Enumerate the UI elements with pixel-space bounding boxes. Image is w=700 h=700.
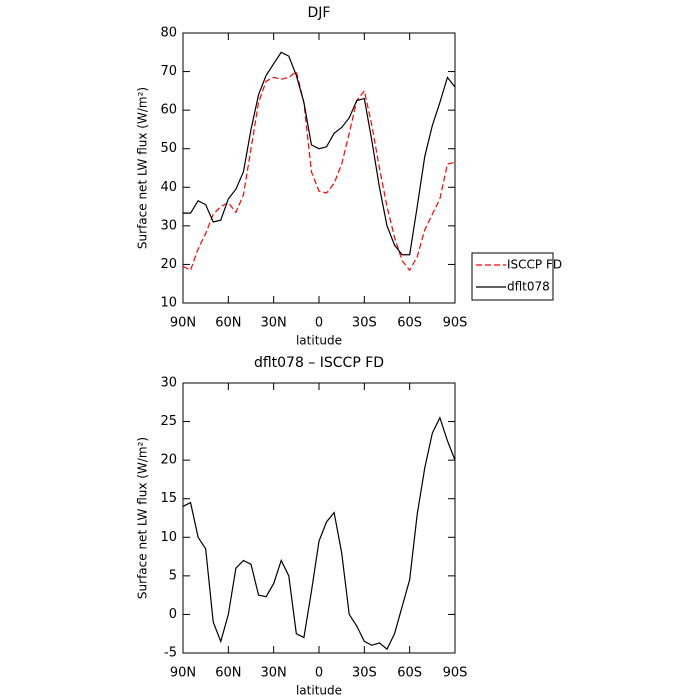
x-tick-label: 90N xyxy=(170,666,196,681)
x-tick-label: 90S xyxy=(443,666,468,681)
x-tick-label: 90N xyxy=(170,316,196,331)
x-tick-label: 30S xyxy=(352,666,377,681)
legend-label: ISCCP FD xyxy=(507,258,562,272)
y-axis-label: Surface net LW flux (W/m²) xyxy=(136,437,150,599)
plot-frame xyxy=(182,382,456,654)
y-tick-label: 10 xyxy=(160,296,177,311)
x-tick-label: 60S xyxy=(397,316,422,331)
y-tick-label: 30 xyxy=(160,218,177,233)
x-tick-label: 0 xyxy=(315,316,323,331)
y-tick-label: 0 xyxy=(169,607,177,622)
legend-label: dflt078 xyxy=(507,280,550,294)
chart-title: DJF xyxy=(308,5,331,21)
series-line xyxy=(182,416,456,651)
y-tick-label: 50 xyxy=(160,141,177,156)
x-tick-label: 90S xyxy=(443,316,468,331)
series-line xyxy=(183,51,456,256)
y-tick-label: 70 xyxy=(160,64,177,79)
y-tick-label: 10 xyxy=(160,530,177,545)
y-tick-label: 15 xyxy=(160,491,177,506)
x-tick-label: 30N xyxy=(261,666,287,681)
y-tick-label: 60 xyxy=(160,103,177,118)
x-tick-label: 60N xyxy=(215,666,241,681)
x-axis-label: latitude xyxy=(296,684,342,698)
x-tick-label: 60N xyxy=(215,316,241,331)
y-tick-label: 30 xyxy=(160,376,177,391)
x-tick-label: 60S xyxy=(397,666,422,681)
y-tick-label: -5 xyxy=(164,646,177,661)
x-tick-label: 0 xyxy=(315,666,323,681)
x-tick-label: 30S xyxy=(352,316,377,331)
series-line xyxy=(182,70,456,272)
y-tick-label: 25 xyxy=(160,414,177,429)
y-tick-label: 40 xyxy=(160,180,177,195)
y-tick-label: 5 xyxy=(169,568,177,583)
chart-title: dflt078 – ISCCP FD xyxy=(254,355,384,371)
y-tick-label: 80 xyxy=(160,26,177,41)
x-axis-label: latitude xyxy=(296,334,342,348)
y-tick-label: 20 xyxy=(160,453,177,468)
legend-box xyxy=(471,252,554,301)
x-tick-label: 30N xyxy=(261,316,287,331)
y-tick-label: 20 xyxy=(160,257,177,272)
y-axis-label: Surface net LW flux (W/m²) xyxy=(136,87,150,249)
